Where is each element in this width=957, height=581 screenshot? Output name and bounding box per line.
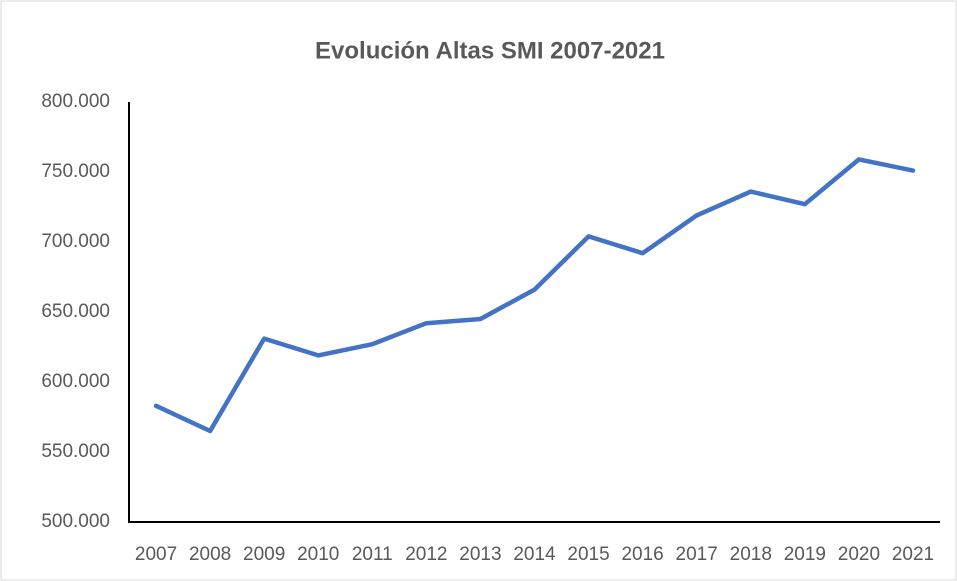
x-tick-label: 2013 bbox=[459, 544, 501, 565]
x-tick-label: 2017 bbox=[676, 544, 718, 565]
y-tick-label: 500.000 bbox=[41, 511, 110, 532]
y-tick-label: 800.000 bbox=[41, 91, 110, 112]
x-tick-label: 2011 bbox=[352, 544, 393, 565]
x-tick-label: 2018 bbox=[730, 544, 772, 565]
y-tick-label: 700.000 bbox=[41, 231, 110, 252]
y-tick-label: 650.000 bbox=[41, 301, 110, 322]
y-tick-label: 750.000 bbox=[41, 161, 110, 182]
x-tick-label: 2010 bbox=[297, 544, 339, 565]
y-tick-label: 550.000 bbox=[41, 441, 110, 462]
x-tick-label: 2015 bbox=[567, 544, 609, 565]
x-tick-label: 2020 bbox=[838, 544, 880, 565]
x-tick-label: 2009 bbox=[243, 544, 285, 565]
x-tick-label: 2008 bbox=[189, 544, 231, 565]
x-tick-label: 2019 bbox=[784, 544, 826, 565]
data-line bbox=[153, 157, 916, 434]
x-tick-label: 2021 bbox=[892, 544, 934, 565]
x-tick-label: 2007 bbox=[135, 544, 177, 565]
chart-title: Evolución Altas SMI 2007-2021 bbox=[315, 37, 665, 64]
x-tick-label: 2016 bbox=[621, 544, 663, 565]
x-tick-label: 2012 bbox=[405, 544, 447, 565]
y-tick-label: 600.000 bbox=[41, 371, 110, 392]
x-tick-label: 2014 bbox=[513, 544, 556, 565]
